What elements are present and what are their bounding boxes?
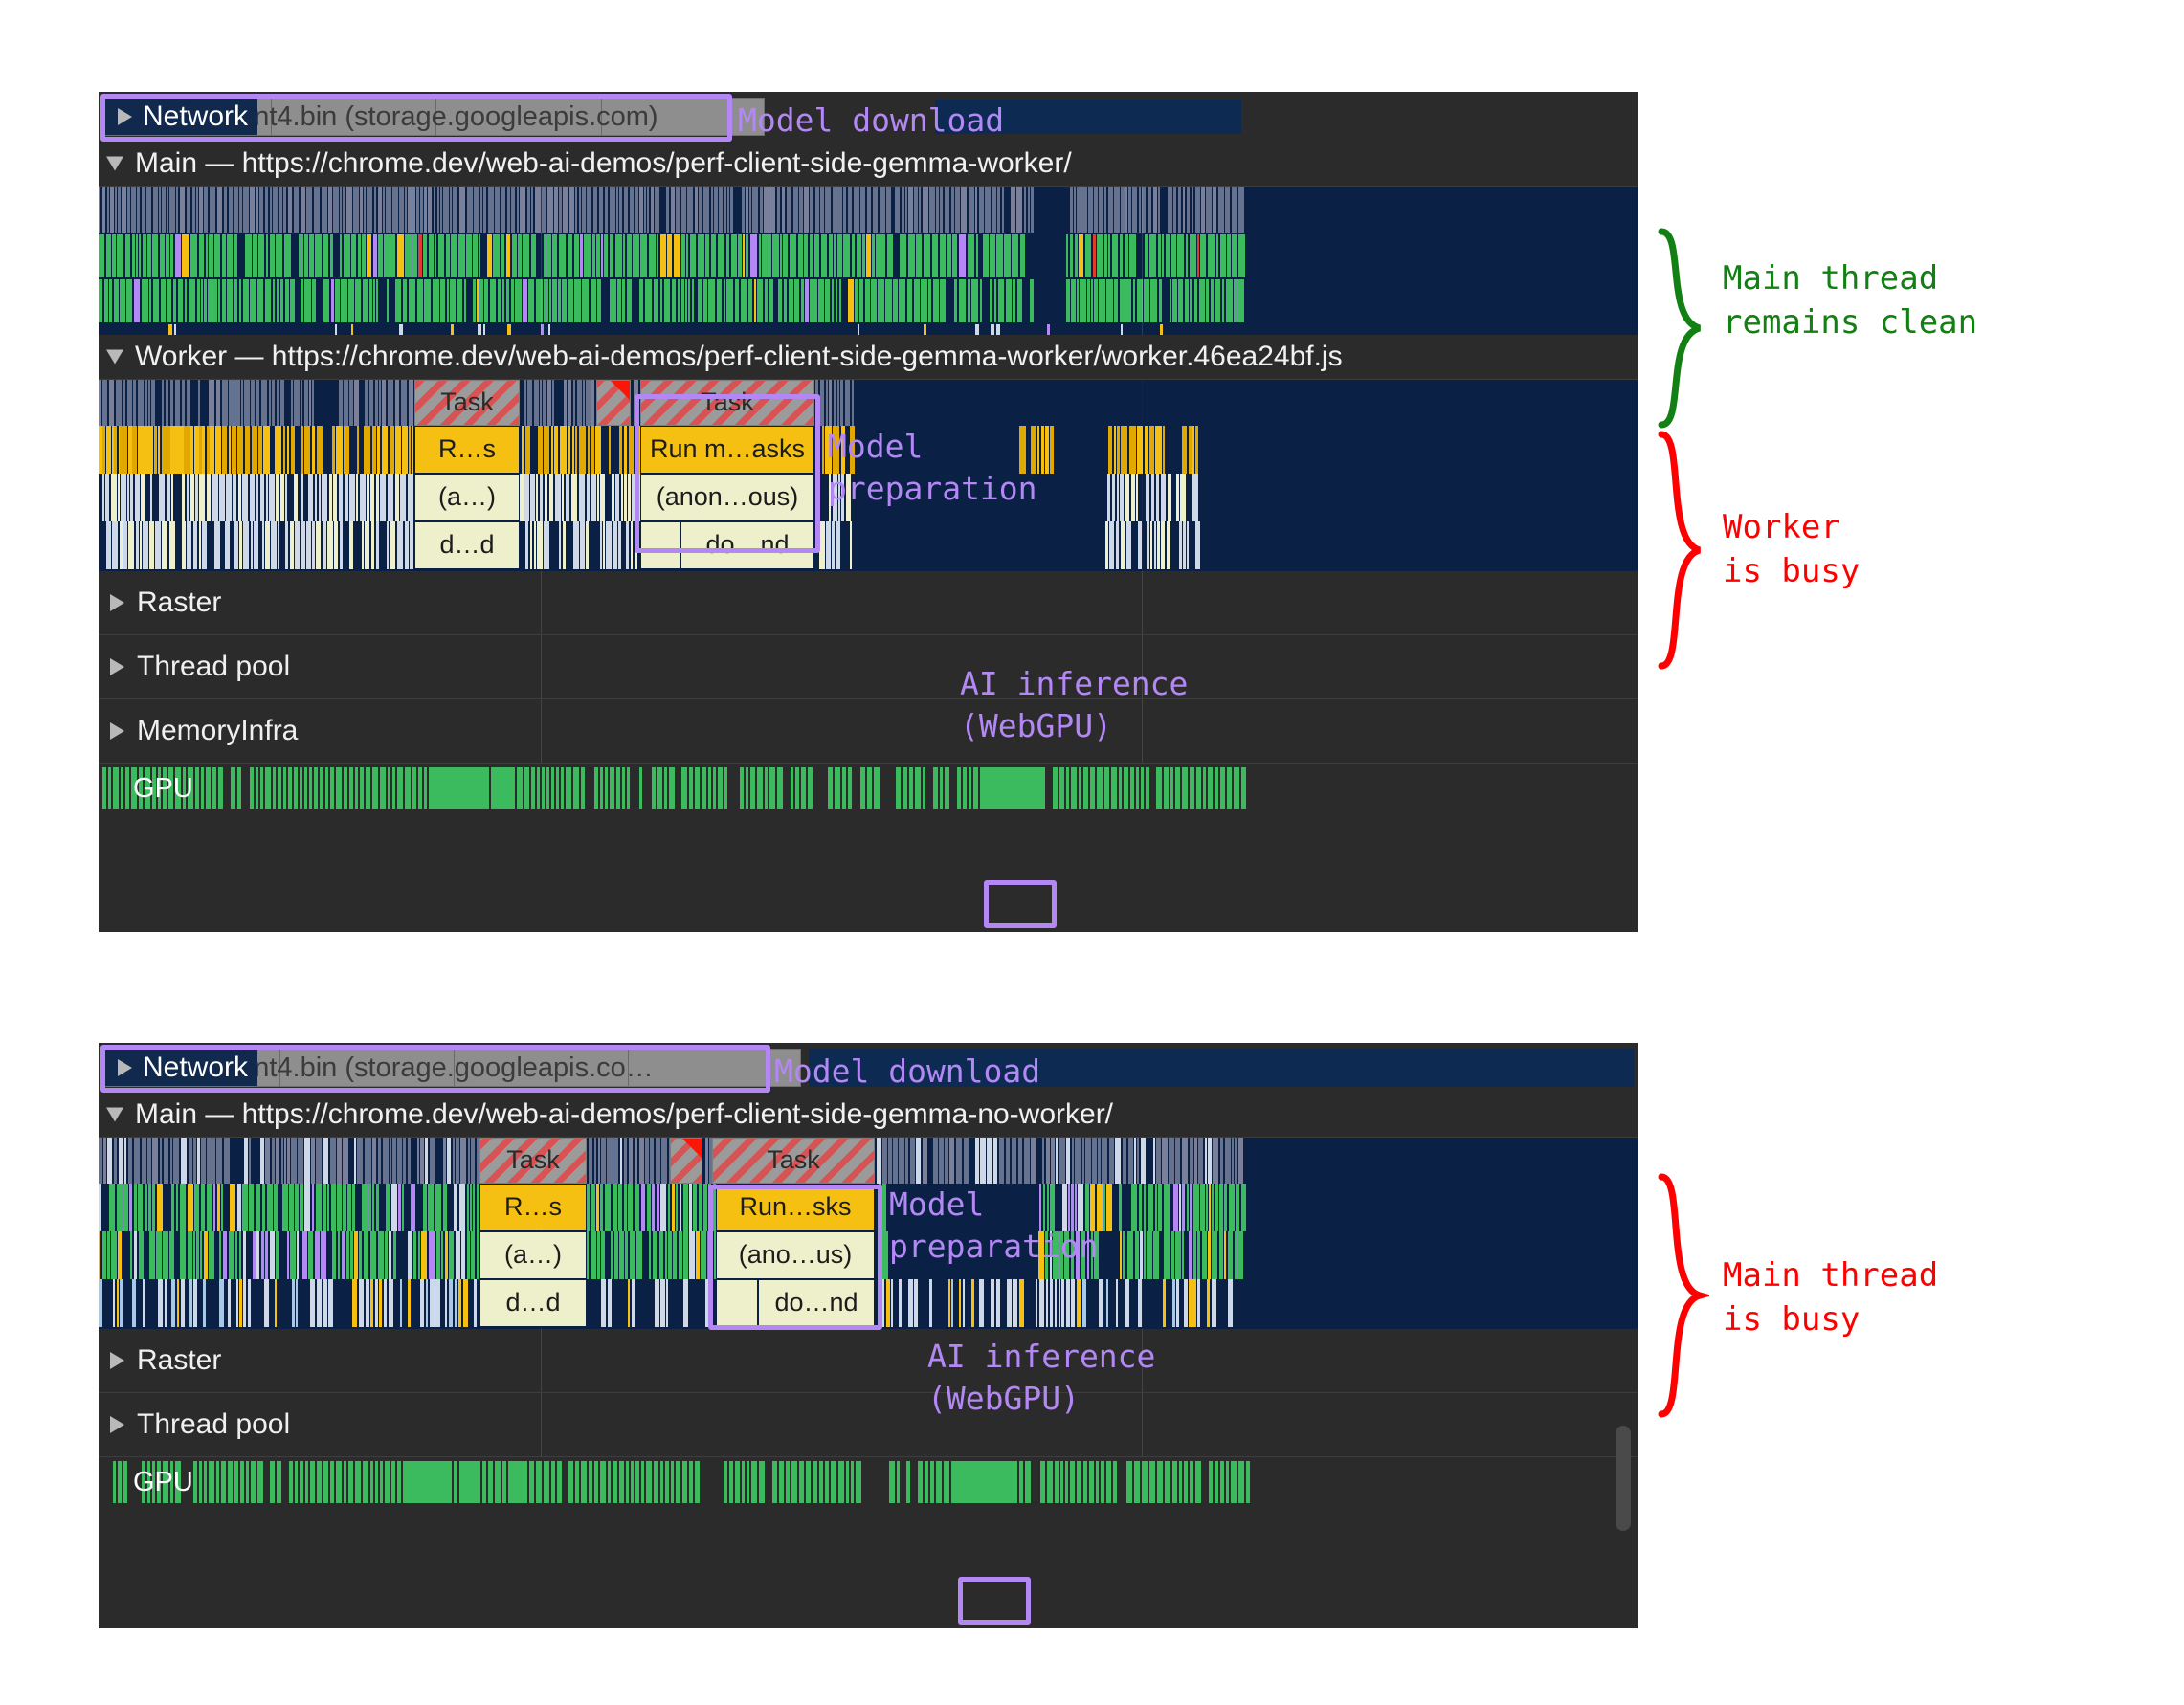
download-block[interactable]: do…nd [680,521,814,569]
main-track-title: Main — https://chrome.dev/web-ai-demos/p… [135,147,1072,179]
task-block[interactable]: Task [712,1138,875,1184]
anonymous-fn-block[interactable]: (ano…us) [716,1231,875,1279]
network-track-title[interactable]: Network [104,1050,258,1086]
performance-panel-worker: u-int4.bin (storage.googleapis.com) Netw… [99,92,1638,932]
gpu-track-label: GPU [133,773,193,804]
gpu-inference-highlight-box-no-worker [958,1577,1031,1625]
anonymous-fn-block[interactable]: (a…) [414,474,520,521]
triangle-down-icon[interactable] [106,156,123,171]
download-block-small[interactable] [716,1279,758,1327]
download-block[interactable]: d…d [479,1279,587,1327]
run-microtasks-block[interactable]: Run m…asks [640,426,814,474]
network-track-row-worker[interactable]: u-int4.bin (storage.googleapis.com) Netw… [99,92,1638,142]
network-request-url: u-int4.bin (storage.googleapis.co… [223,1052,654,1083]
run-microtasks-block[interactable]: R…s [479,1184,587,1231]
memory-infra-track-row-worker[interactable]: MemoryInfra AI inference (WebGPU) [99,665,1638,764]
gpu-track-label: GPU [133,1467,193,1497]
model-preparation-annotation-no-worker: Model preparation [889,1185,1099,1265]
raster-track-label: Raster [137,1344,222,1376]
side-note-worker-busy: Worker is busy [1723,508,1861,590]
triangle-down-icon[interactable] [106,349,123,365]
worker-track-header[interactable]: Worker — https://chrome.dev/web-ai-demos… [99,335,1638,380]
main-track-title: Main — https://chrome.dev/web-ai-demos/p… [135,1098,1114,1130]
ai-inference-annotation-worker: AI inference (WebGPU) [960,665,1189,744]
task-block[interactable]: Task [414,380,520,426]
model-download-annotation-no-worker: Model download [774,1052,1041,1090]
task-block[interactable]: Task [479,1138,587,1184]
raster-track-row-worker[interactable]: Raster [99,571,1638,635]
download-block[interactable]: d…d [414,521,520,569]
network-track-label: Network [143,1052,249,1083]
main-thread-flamechart-no-worker[interactable]: Task Task R…s Run…sks (a…) (ano…us) d…d … [99,1138,1638,1329]
vertical-scrollbar[interactable] [1616,1426,1631,1531]
task-block[interactable]: Task [640,380,814,426]
main-track-header-worker[interactable]: Main — https://chrome.dev/web-ai-demos/p… [99,142,1638,187]
gpu-inference-highlight-box-worker [984,880,1057,928]
download-block[interactable]: do…nd [758,1279,875,1327]
triangle-right-icon[interactable] [110,722,124,740]
gpu-track-row-worker[interactable]: GPU [99,764,1638,813]
brace-worker-busy [1658,431,1702,670]
raster-track-label: Raster [137,587,222,618]
model-download-annotation-worker: Model download [738,101,1005,139]
anonymous-fn-block[interactable]: (anon…ous) [640,474,814,521]
triangle-right-icon[interactable] [118,1059,132,1076]
thread-pool-track-label: Thread pool [137,651,291,682]
model-preparation-annotation-worker: Model preparation [828,428,1037,507]
main-thread-flamechart-worker[interactable] [99,187,1638,335]
thread-pool-track-row-worker[interactable]: Thread pool [99,635,1638,699]
network-navy-bar [809,1049,1634,1087]
download-block-small[interactable] [640,521,680,569]
triangle-right-icon[interactable] [110,658,124,675]
triangle-down-icon[interactable] [106,1107,123,1122]
worker-track-title: Worker — https://chrome.dev/web-ai-demos… [135,341,1343,372]
run-microtasks-block[interactable]: Run…sks [716,1184,875,1231]
network-navy-bar [935,100,1241,134]
gpu-track-row-no-worker[interactable]: GPU [99,1457,1638,1507]
triangle-right-icon[interactable] [110,1352,124,1369]
network-track-row-no-worker[interactable]: u-int4.bin (storage.googleapis.co… Netwo… [99,1043,1638,1093]
task-block-small[interactable] [670,1138,702,1184]
thread-pool-track-row-no-worker[interactable]: Thread pool AI inference (WebGPU) [99,1338,1638,1457]
triangle-right-icon[interactable] [118,108,132,125]
memory-infra-track-label: MemoryInfra [137,715,299,746]
brace-main-clean [1658,228,1702,429]
thread-pool-track-label: Thread pool [137,1408,291,1440]
anonymous-fn-block[interactable]: (a…) [479,1231,587,1279]
network-track-title[interactable]: Network [104,99,258,135]
triangle-right-icon[interactable] [110,594,124,611]
brace-main-busy [1658,1173,1709,1418]
ai-inference-annotation-no-worker: AI inference (WebGPU) [927,1338,1156,1417]
side-note-main-clean: Main thread remains clean [1723,259,1978,342]
run-microtasks-block[interactable]: R…s [414,426,520,474]
main-track-header-no-worker[interactable]: Main — https://chrome.dev/web-ai-demos/p… [99,1093,1638,1138]
side-note-main-busy: Main thread is busy [1723,1256,1939,1339]
network-request-url: u-int4.bin (storage.googleapis.com) [223,101,658,132]
task-block-small[interactable] [596,380,631,426]
worker-thread-flamechart[interactable]: Task Task R…s Run m…asks (a…) (anon…ous)… [99,380,1638,571]
triangle-right-icon[interactable] [110,1416,124,1433]
raster-track-row-no-worker[interactable]: Raster [99,1329,1638,1393]
performance-panel-no-worker: u-int4.bin (storage.googleapis.co… Netwo… [99,1043,1638,1628]
network-track-label: Network [143,100,249,132]
